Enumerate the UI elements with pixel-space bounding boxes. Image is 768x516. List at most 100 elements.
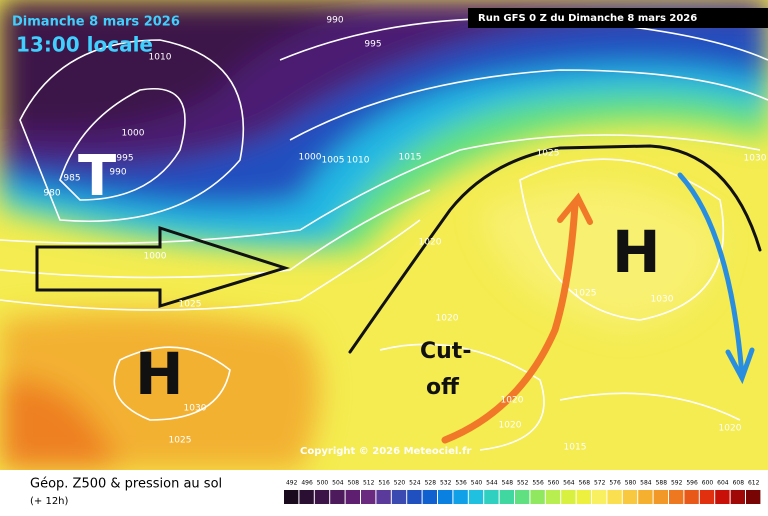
legend-label: 532 — [440, 480, 452, 487]
legend-label: 556 — [532, 480, 544, 487]
isobar-label: 1005 — [322, 156, 345, 166]
isobar-label: 1015 — [399, 153, 422, 163]
legend-swatch — [699, 490, 715, 504]
legend-swatch — [638, 490, 653, 504]
legend-swatch — [468, 490, 484, 504]
legend-label: 584 — [640, 480, 652, 487]
legend-label: 568 — [579, 480, 591, 487]
copyright: Copyright © 2026 Meteociel.fr — [300, 446, 471, 457]
isobar-label: 985 — [63, 174, 80, 184]
local-time: 13:00 locale — [16, 33, 153, 57]
legend-label: 496 — [301, 480, 313, 487]
legend-swatch — [607, 490, 622, 504]
legend-label: 520 — [394, 480, 406, 487]
isobar-label: 990 — [109, 168, 126, 178]
legend-label: 612 — [748, 480, 760, 487]
isobar-label: 1025 — [169, 436, 192, 446]
isobar-label: 1020 — [719, 424, 742, 434]
legend-swatch — [376, 490, 391, 504]
background — [0, 0, 768, 470]
legend-swatch — [653, 490, 668, 504]
isobar-label: 1010 — [149, 53, 172, 63]
legend-label: 576 — [609, 480, 621, 487]
legend-label: 600 — [702, 480, 714, 487]
legend-swatch — [746, 490, 761, 504]
drawn-annotations — [35, 144, 762, 444]
run-box — [468, 8, 768, 28]
isobar-label: 1010 — [347, 156, 370, 166]
isobar-label: 995 — [364, 40, 381, 50]
legend-swatch — [499, 490, 514, 504]
legend-label: 552 — [517, 480, 529, 487]
legend-swatch — [361, 490, 376, 504]
date: Dimanche 8 mars 2026 — [12, 15, 180, 30]
cutoff-label: Cut- — [420, 339, 471, 364]
legend-label: 608 — [733, 480, 745, 487]
legend-swatch — [407, 490, 422, 504]
isobar-label: 1015 — [564, 443, 587, 453]
isobar-label: 1030 — [651, 295, 674, 305]
high-symbol: H — [135, 340, 184, 408]
legend-swatch — [330, 490, 345, 504]
legend-label: 588 — [656, 480, 668, 487]
legend-swatch — [576, 490, 591, 504]
legend-swatch — [314, 490, 330, 504]
footer-title: Géop. Z500 & pression au sol — [30, 477, 222, 492]
legend-swatch — [391, 490, 407, 504]
isobar-label: 1030 — [184, 404, 207, 414]
legend-label: 516 — [378, 480, 390, 487]
legend-swatch — [299, 490, 314, 504]
isobar-label: 1020 — [436, 314, 459, 324]
legend-label: 536 — [455, 480, 467, 487]
isobar-label: 1020 — [419, 238, 442, 248]
legend-label: 580 — [625, 480, 637, 487]
legend-label: 564 — [563, 480, 575, 487]
cutoff-label: off — [426, 375, 460, 400]
legend-label: 572 — [594, 480, 606, 487]
isobar-label: 1020 — [499, 421, 522, 431]
low-symbol: T — [78, 144, 116, 209]
legend-swatch — [515, 490, 530, 504]
legend-label: 524 — [409, 480, 421, 487]
legend-label: 596 — [686, 480, 698, 487]
isobar-label: 1025 — [537, 149, 560, 159]
high-symbol: H — [612, 218, 661, 286]
isobar-label: 1025 — [179, 300, 202, 310]
legend-swatch — [730, 490, 745, 504]
legend-swatch — [484, 490, 499, 504]
legend-swatch — [545, 490, 561, 504]
legend-label: 492 — [286, 480, 298, 487]
isobar-label: 1030 — [744, 154, 767, 164]
legend-label: 504 — [332, 480, 344, 487]
legend-swatch — [592, 490, 607, 504]
legend-swatch — [715, 490, 730, 504]
legend-swatch — [345, 490, 360, 504]
legend-label: 528 — [425, 480, 437, 487]
legend-label: 512 — [363, 480, 375, 487]
forecast-step: (+ 12h) — [30, 496, 69, 507]
legend-swatch — [422, 490, 437, 504]
legend-swatch — [453, 490, 468, 504]
legend-label: 560 — [548, 480, 560, 487]
legend-label: 544 — [486, 480, 498, 487]
legend-label: 540 — [471, 480, 483, 487]
legend-swatch — [684, 490, 699, 504]
isobar-label: 980 — [43, 189, 60, 199]
legend-swatch — [561, 490, 576, 504]
legend-label: 508 — [348, 480, 360, 487]
run-info: Run GFS 0 Z du Dimanche 8 mars 2026 — [478, 13, 697, 24]
legend-label: 548 — [502, 480, 514, 487]
isobars — [0, 17, 768, 451]
legend-swatch — [622, 490, 638, 504]
isobar-label: 1025 — [574, 289, 597, 299]
isobar-label: 1000 — [144, 252, 167, 262]
legend-label: 604 — [717, 480, 729, 487]
legend-swatch — [530, 490, 545, 504]
isobar-label: 1000 — [299, 153, 322, 163]
isobar-label: 1020 — [501, 396, 524, 406]
isobar-label: 990 — [326, 16, 343, 26]
legend-swatch — [284, 490, 299, 504]
legend-label: 500 — [317, 480, 329, 487]
